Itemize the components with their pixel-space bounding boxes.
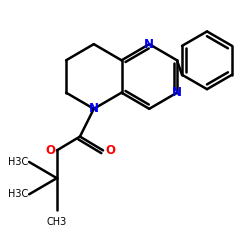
Text: CH3: CH3 — [47, 218, 67, 228]
Text: O: O — [45, 144, 55, 157]
Text: H3C: H3C — [8, 157, 28, 167]
Text: N: N — [172, 86, 182, 99]
Text: H3C: H3C — [8, 189, 28, 199]
Text: O: O — [105, 144, 115, 157]
Text: N: N — [144, 38, 154, 51]
Text: N: N — [89, 102, 99, 115]
